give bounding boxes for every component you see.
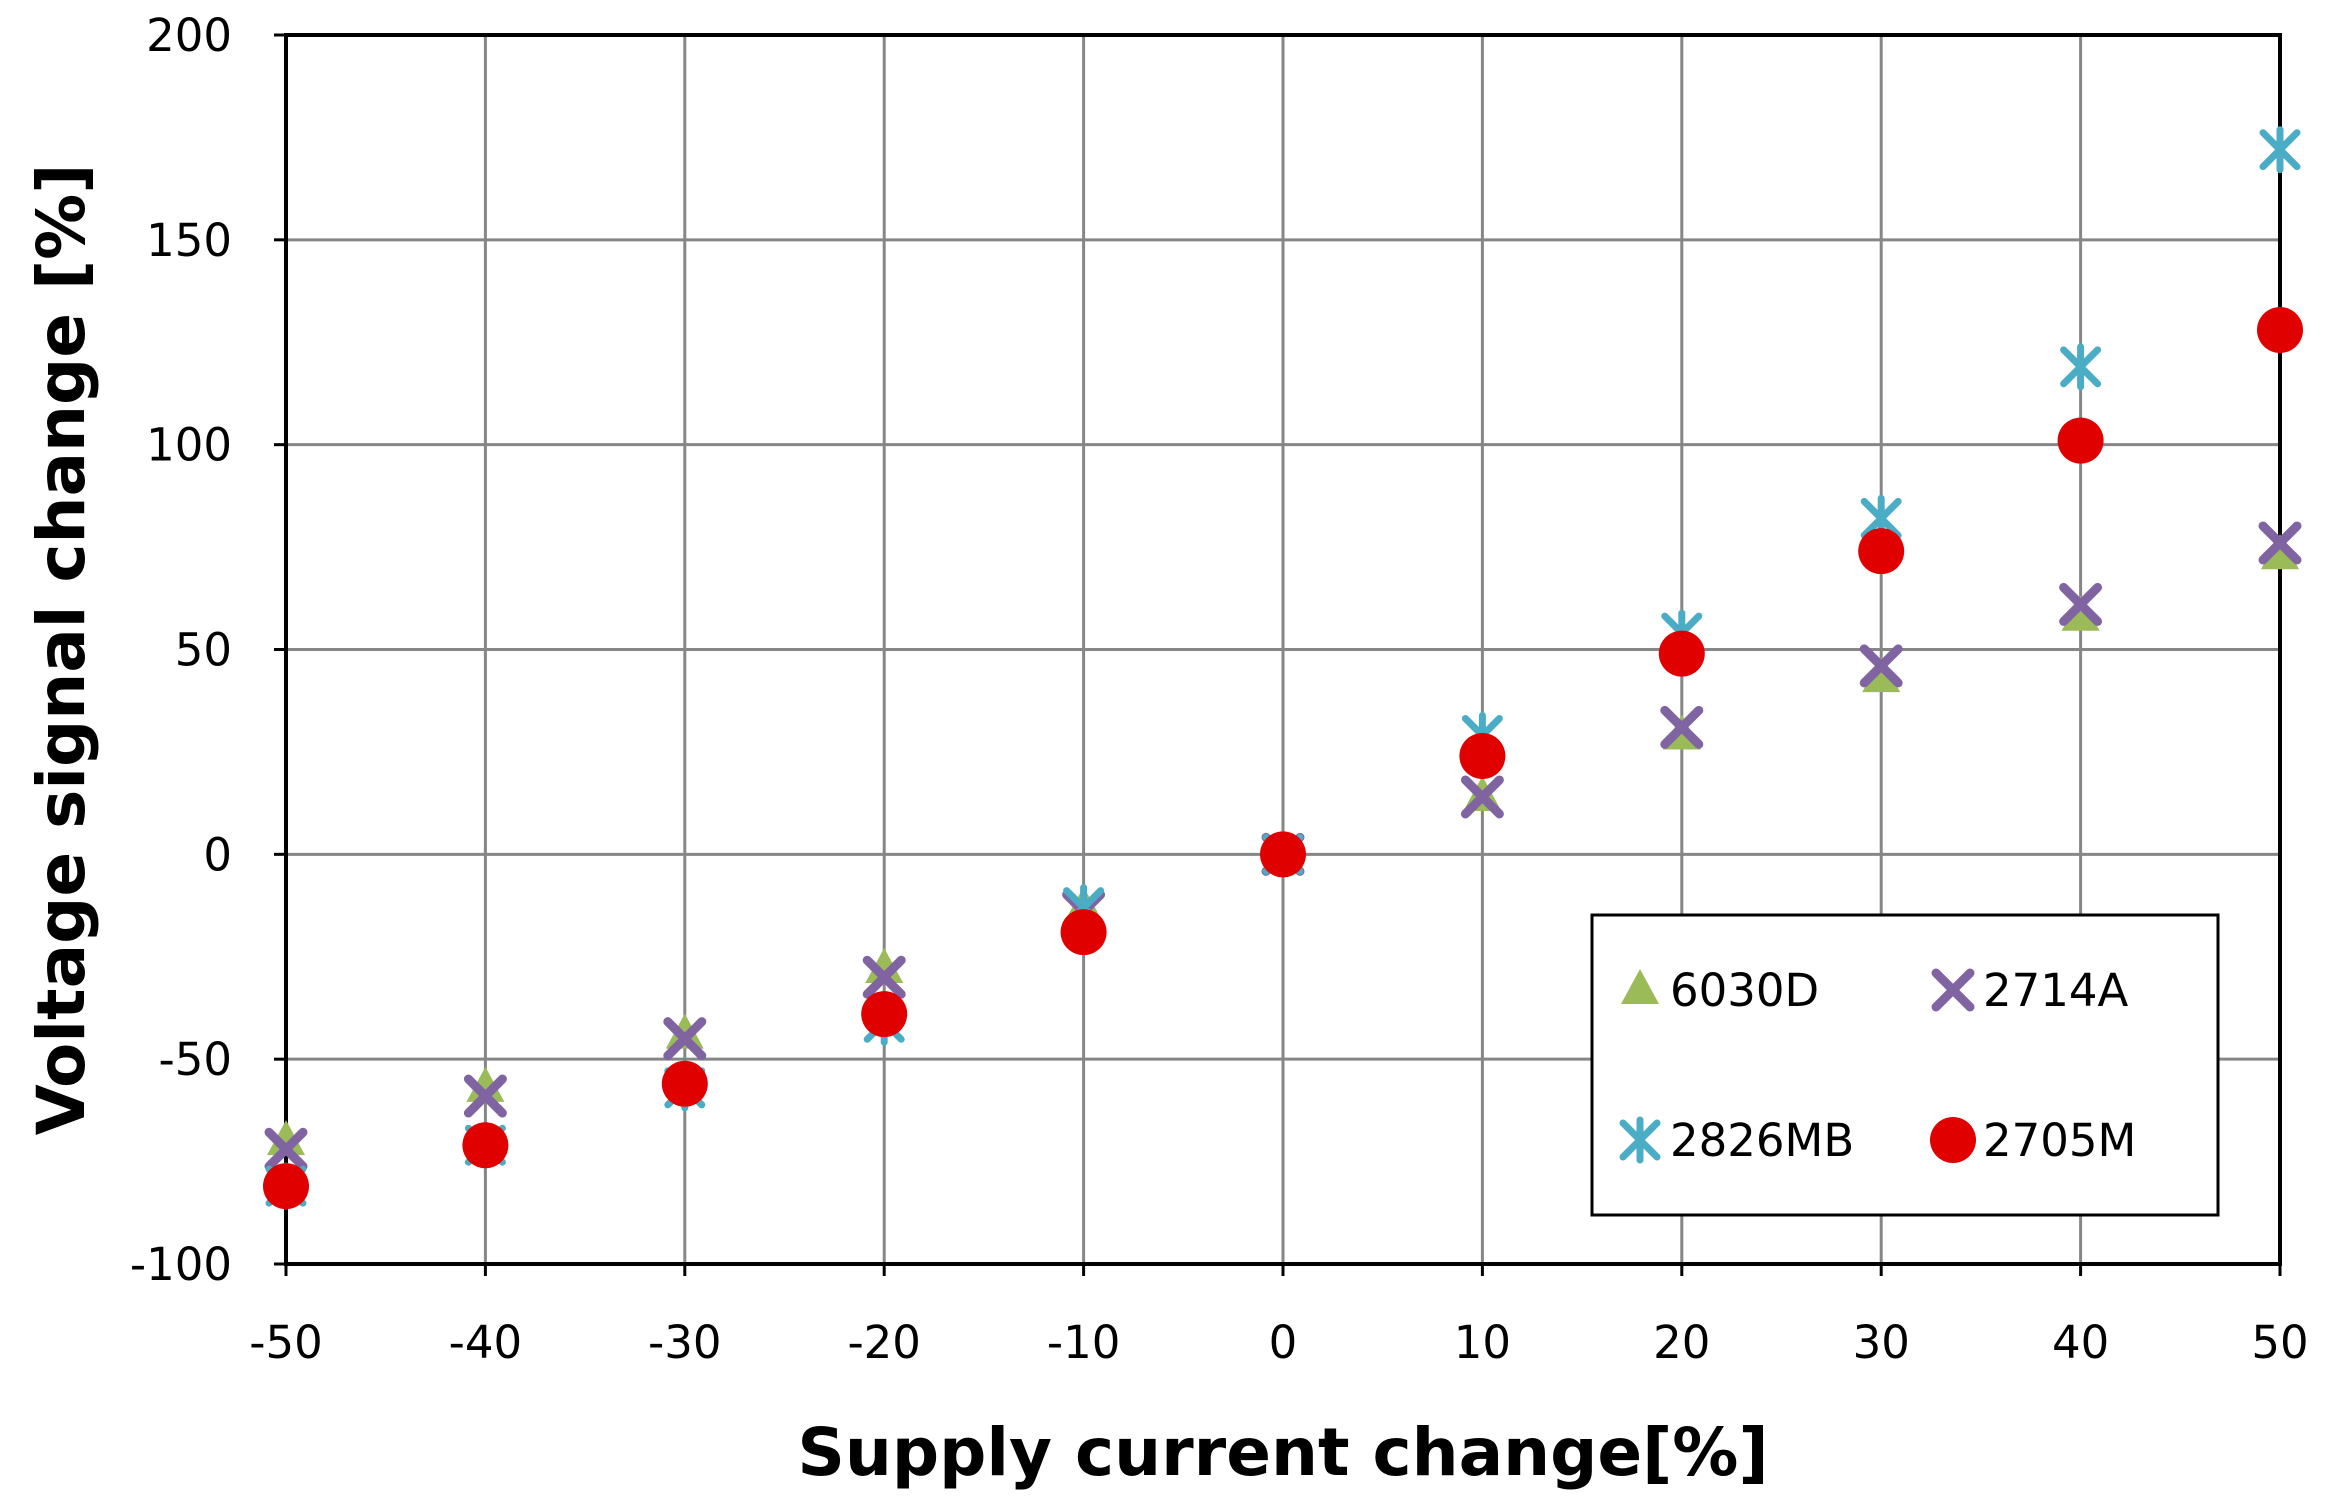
point-6030D xyxy=(865,948,904,984)
x-tick-label: 20 xyxy=(1653,1316,1710,1369)
y-tick-label: 50 xyxy=(175,624,232,677)
point-6030D xyxy=(466,1066,505,1102)
point-2714A xyxy=(862,955,906,999)
y-tick-label: 100 xyxy=(146,419,232,472)
data-points xyxy=(263,126,2303,1210)
legend-label: 2705M xyxy=(1983,1114,2136,1167)
point-2714A xyxy=(1460,775,1504,819)
point-6030D xyxy=(267,1120,305,1156)
x-axis-title: Supply current change[%] xyxy=(797,1414,1768,1491)
legend-marker-6030D xyxy=(1621,969,1659,1004)
axis-ticks: -50 -40 -30 -20 -10 0 10 20 30 40 50-100-500501001… xyxy=(130,9,2309,1369)
x-tick-label: -50 xyxy=(249,1316,323,1369)
point-2705M xyxy=(661,1060,708,1107)
y-tick-label: 0 xyxy=(203,828,232,881)
legend-item-2705M: 2705M xyxy=(1930,1114,2136,1167)
x-tick-label: 0 xyxy=(1269,1316,1298,1369)
x-tick-label: 30 xyxy=(1853,1316,1910,1369)
point-2714A xyxy=(2059,582,2103,626)
point-2714A xyxy=(663,1017,707,1061)
point-2826MB xyxy=(2060,343,2102,391)
legend: 6030D 2714A 2826MB 2705M xyxy=(1590,913,2220,1217)
legend-label: 6030D xyxy=(1670,964,1819,1017)
point-2705M xyxy=(2257,306,2303,353)
point-2705M xyxy=(1459,733,1506,780)
point-6030D xyxy=(1862,657,1901,693)
legend-item-2714A: 2714A xyxy=(1931,964,2129,1017)
y-tick-label: 200 xyxy=(146,9,232,62)
legend-label: 2714A xyxy=(1983,964,2129,1017)
point-2714A xyxy=(264,1127,308,1171)
y-tick-label: 150 xyxy=(146,214,232,267)
point-2714A xyxy=(2258,521,2302,565)
y-axis-title: Voltage signal change [%] xyxy=(23,164,100,1136)
point-2714A xyxy=(463,1074,507,1118)
series-2714A xyxy=(264,521,2302,1171)
legend-item-2826MB: 2826MB xyxy=(1619,1114,1854,1167)
point-2705M xyxy=(2057,417,2104,464)
point-2714A xyxy=(1859,644,1903,688)
point-2705M xyxy=(263,1163,309,1210)
x-tick-label: -20 xyxy=(847,1316,921,1369)
x-tick-label: 40 xyxy=(2052,1316,2109,1369)
legend-label: 2826MB xyxy=(1670,1114,1854,1167)
point-2826MB xyxy=(2259,126,2301,174)
x-tick-label: -30 xyxy=(648,1316,722,1369)
point-2705M xyxy=(1260,831,1306,878)
point-2714A xyxy=(1660,705,1704,749)
legend-marker-2714A xyxy=(1931,968,1975,1012)
point-6030D xyxy=(665,1013,704,1049)
point-2705M xyxy=(1858,528,1905,575)
legend-marker-2705M xyxy=(1930,1117,1976,1163)
series-2705M xyxy=(263,306,2303,1210)
y-tick-label: -50 xyxy=(159,1033,233,1086)
x-tick-label: -40 xyxy=(449,1316,523,1369)
point-2705M xyxy=(861,991,908,1038)
point-2705M xyxy=(1658,630,1705,677)
point-6030D xyxy=(2061,595,2100,631)
legend-marker-2826MB xyxy=(1619,1116,1661,1164)
point-2705M xyxy=(462,1122,509,1169)
point-2705M xyxy=(1060,909,1107,956)
x-tick-label: 50 xyxy=(2251,1316,2308,1369)
y-tick-label: -100 xyxy=(130,1238,232,1291)
legend-item-6030D: 6030D xyxy=(1621,964,1819,1017)
legend-box xyxy=(1590,913,2220,1217)
x-tick-label: 10 xyxy=(1454,1316,1511,1369)
point-6030D xyxy=(2261,534,2299,570)
x-tick-label: -10 xyxy=(1047,1316,1121,1369)
